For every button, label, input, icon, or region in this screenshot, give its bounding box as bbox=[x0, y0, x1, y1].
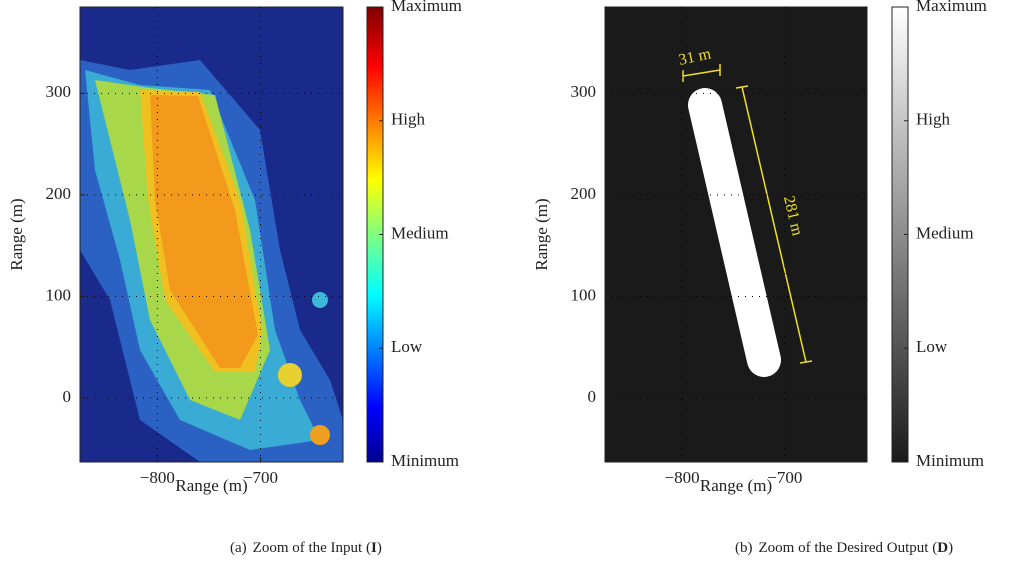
output-image bbox=[605, 7, 867, 462]
y-tick-label: 100 bbox=[571, 285, 597, 304]
x-tick-label: −800 bbox=[665, 468, 700, 487]
x-axis-label: Range (m) bbox=[175, 476, 247, 495]
x-axis-label: Range (m) bbox=[700, 476, 772, 495]
y-tick-label: 300 bbox=[571, 82, 597, 101]
caption-part: (b) bbox=[735, 540, 753, 556]
caption-part: Zoom of the Input ( bbox=[253, 540, 371, 556]
y-tick-label: 200 bbox=[46, 184, 72, 203]
caption-part: D bbox=[937, 540, 948, 556]
caption: (a)Zoom of the Input (I) bbox=[230, 540, 382, 556]
y-axis-label: Range (m) bbox=[7, 198, 26, 270]
caption-part: ) bbox=[377, 540, 382, 556]
input-image bbox=[80, 7, 343, 462]
y-axis-label: Range (m) bbox=[532, 198, 551, 270]
y-tick-label: 300 bbox=[46, 82, 72, 101]
y-tick-label: 100 bbox=[46, 285, 72, 304]
y-tick-label: 200 bbox=[571, 184, 597, 203]
colorbar-label: High bbox=[391, 110, 426, 129]
colorbar-label: Medium bbox=[916, 223, 974, 242]
caption-part: (a) bbox=[230, 540, 247, 556]
x-tick-label: −800 bbox=[140, 468, 175, 487]
y-tick-label: 0 bbox=[588, 387, 597, 406]
colorbar-label: Low bbox=[391, 337, 423, 356]
caption: (b) Zoom of the Desired Output (D) bbox=[735, 540, 953, 556]
x-tick-label: −700 bbox=[767, 468, 802, 487]
colorbar-label: Minimum bbox=[916, 451, 984, 470]
colorbar-label: Minimum bbox=[391, 451, 459, 470]
colorbar-label: Maximum bbox=[916, 0, 987, 15]
colorbar-label: Maximum bbox=[391, 0, 462, 15]
x-tick-label: −700 bbox=[243, 468, 278, 487]
caption-part: Zoom of the Desired Output ( bbox=[759, 540, 938, 556]
colorbar-label: Medium bbox=[391, 223, 449, 242]
colorbar-label: High bbox=[916, 110, 951, 129]
figure: −800 −700 0 100 200 300 Range (m) Range (m) Maxi… bbox=[0, 0, 1009, 571]
colorbar-label: Low bbox=[916, 337, 948, 356]
y-tick-label: 0 bbox=[63, 387, 72, 406]
caption-part: ) bbox=[948, 540, 953, 556]
